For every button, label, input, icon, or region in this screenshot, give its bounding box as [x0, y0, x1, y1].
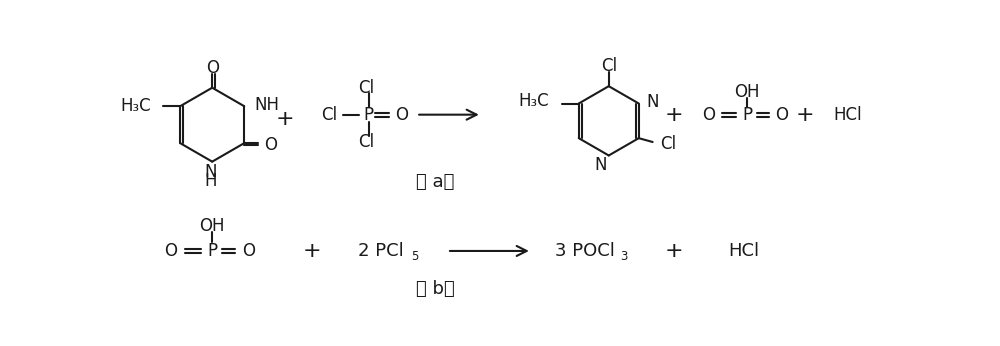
Text: +: + [665, 105, 684, 125]
Text: 式 a。: 式 a。 [416, 173, 455, 191]
Text: +: + [303, 241, 322, 261]
Text: O: O [395, 106, 408, 124]
Text: NH: NH [254, 95, 279, 113]
Text: O: O [702, 106, 715, 124]
Text: O: O [242, 242, 255, 260]
Text: 5: 5 [411, 250, 418, 263]
Text: 3: 3 [620, 250, 628, 263]
Text: Cl: Cl [358, 79, 374, 97]
Text: O: O [206, 59, 219, 77]
Text: P: P [742, 106, 752, 124]
Text: 2 PCl: 2 PCl [358, 242, 404, 260]
Text: OH: OH [735, 83, 760, 101]
Text: Cl: Cl [601, 57, 617, 75]
Text: OH: OH [199, 217, 225, 235]
Text: 式 b。: 式 b。 [416, 281, 455, 299]
Text: 3 POCl: 3 POCl [555, 242, 615, 260]
Text: O: O [264, 136, 277, 154]
Text: N: N [646, 93, 659, 111]
Text: HCl: HCl [833, 106, 862, 124]
Text: P: P [363, 106, 374, 124]
Text: N: N [595, 156, 607, 174]
Text: H₃C: H₃C [519, 92, 549, 110]
Text: P: P [207, 242, 217, 260]
Text: +: + [276, 109, 295, 128]
Text: O: O [165, 242, 178, 260]
Text: Cl: Cl [358, 133, 374, 151]
Text: H₃C: H₃C [120, 97, 151, 115]
Text: H: H [204, 172, 217, 190]
Text: +: + [796, 105, 814, 125]
Text: O: O [775, 106, 788, 124]
Text: N: N [204, 163, 217, 181]
Text: HCl: HCl [728, 242, 759, 260]
Text: +: + [665, 241, 684, 261]
Text: Cl: Cl [321, 106, 337, 124]
Text: Cl: Cl [660, 135, 676, 153]
